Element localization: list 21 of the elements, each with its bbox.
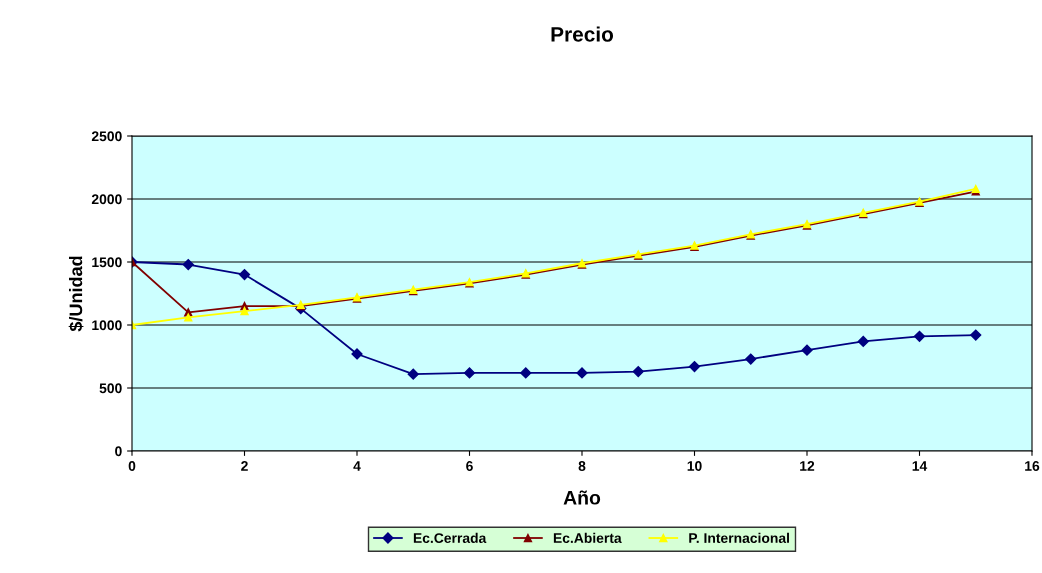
x-tick-label: 12 (800, 461, 815, 471)
legend-label: Ec.Abierta (553, 532, 622, 543)
x-axis-title: Año (563, 490, 601, 505)
x-tick-label: 16 (1025, 461, 1040, 471)
chart-title: Precio (551, 26, 614, 42)
y-tick-label: 0 (115, 446, 122, 457)
x-tick-label: 6 (466, 461, 473, 471)
y-tick-label: 1000 (92, 320, 122, 331)
x-tick-label: 0 (128, 461, 136, 471)
x-tick-label: 4 (353, 461, 361, 471)
x-tick-label: 8 (578, 461, 586, 471)
y-axis-title: $/Unidad (68, 256, 84, 332)
y-tick-label: 2500 (91, 131, 122, 142)
y-tick-label: 1500 (92, 257, 122, 268)
legend-label: Ec.Cerrada (413, 532, 487, 543)
x-tick-label: 10 (687, 461, 702, 471)
y-tick-label: 2000 (91, 194, 122, 205)
x-tick-label: 2 (241, 461, 248, 471)
x-tick-label: 14 (912, 461, 928, 471)
legend-label: P. Internacional (689, 532, 789, 543)
y-tick-label: 500 (99, 383, 122, 394)
